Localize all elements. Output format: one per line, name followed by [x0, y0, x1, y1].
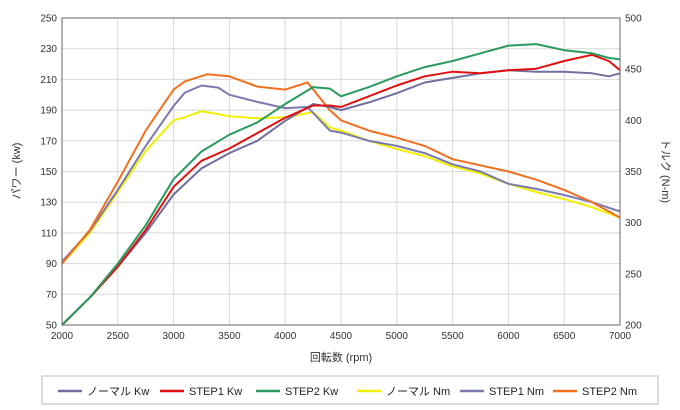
y-left-tick-label: 190 — [40, 106, 57, 117]
x-tick-label: 4500 — [330, 331, 353, 342]
x-tick-label: 7000 — [609, 331, 632, 342]
legend: ノーマル Kw STEP1 Kw STEP2 Kw ノーマル Nm STEP1 Nm ST… — [58, 386, 637, 398]
x-tick-label: 6000 — [497, 331, 520, 342]
x-axis-title: 回転数 (rpm) — [310, 351, 372, 364]
y-right-tick-label: 500 — [625, 14, 642, 25]
series-line-3 — [61, 110, 621, 265]
x-tick-label: 6500 — [553, 331, 576, 342]
series-line-1 — [61, 53, 621, 326]
y-right-tick-label: 200 — [625, 321, 642, 332]
series-line-2 — [61, 43, 621, 326]
y-left-tick-label: 110 — [41, 228, 57, 239]
x-tick-labels: 2000 2500 3000 3500 4000 4500 5000 5500 6000 6500… — [51, 331, 632, 342]
series-line-4 — [61, 84, 621, 263]
x-tick-label: 4000 — [274, 331, 297, 342]
y-left-tick-label: 130 — [40, 198, 57, 209]
y-right-axis-title: トルク (N-m) — [659, 139, 672, 203]
y-left-tick-label: 70 — [46, 290, 58, 301]
x-tick-label: 5000 — [386, 331, 409, 342]
series-line-5 — [61, 73, 621, 265]
x-tick-label: 5500 — [441, 331, 464, 342]
legend-label: ノーマル Nm — [386, 386, 450, 398]
y-left-tick-label: 210 — [40, 75, 57, 86]
y-right-tick-label: 450 — [625, 65, 642, 76]
y-right-tick-label: 250 — [625, 269, 642, 280]
legend-label: STEP1 Kw — [189, 386, 242, 398]
y-right-tick-label: 300 — [625, 218, 642, 229]
y-left-tick-label: 90 — [46, 259, 58, 270]
x-tick-label: 2500 — [107, 331, 130, 342]
x-tick-label: 3500 — [218, 331, 241, 342]
series-line-0 — [61, 69, 621, 326]
plot-frame — [61, 17, 621, 326]
y-right-tick-label: 400 — [625, 116, 642, 127]
x-tick-label: 3000 — [162, 331, 185, 342]
y-left-axis-title: パワー (kw) — [10, 143, 23, 200]
legend-label: STEP1 Nm — [489, 386, 544, 398]
legend-label: STEP2 Kw — [285, 386, 338, 398]
x-tick-label: 2000 — [51, 331, 74, 342]
y-left-tick-labels: 50 70 90 110 130 150 170 190 210 230 250 — [40, 14, 57, 332]
legend-label: ノーマル Kw — [87, 386, 149, 398]
y-left-tick-label: 50 — [46, 321, 58, 332]
legend-label: STEP2 Nm — [582, 386, 637, 398]
series-lines — [61, 43, 621, 326]
y-right-tick-label: 350 — [625, 167, 642, 178]
y-left-tick-label: 150 — [40, 167, 57, 178]
y-left-tick-label: 230 — [40, 44, 57, 55]
y-left-tick-label: 250 — [40, 14, 57, 25]
y-right-tick-labels: 200 250 300 350 400 450 500 — [625, 14, 642, 332]
y-left-tick-label: 170 — [40, 136, 57, 147]
